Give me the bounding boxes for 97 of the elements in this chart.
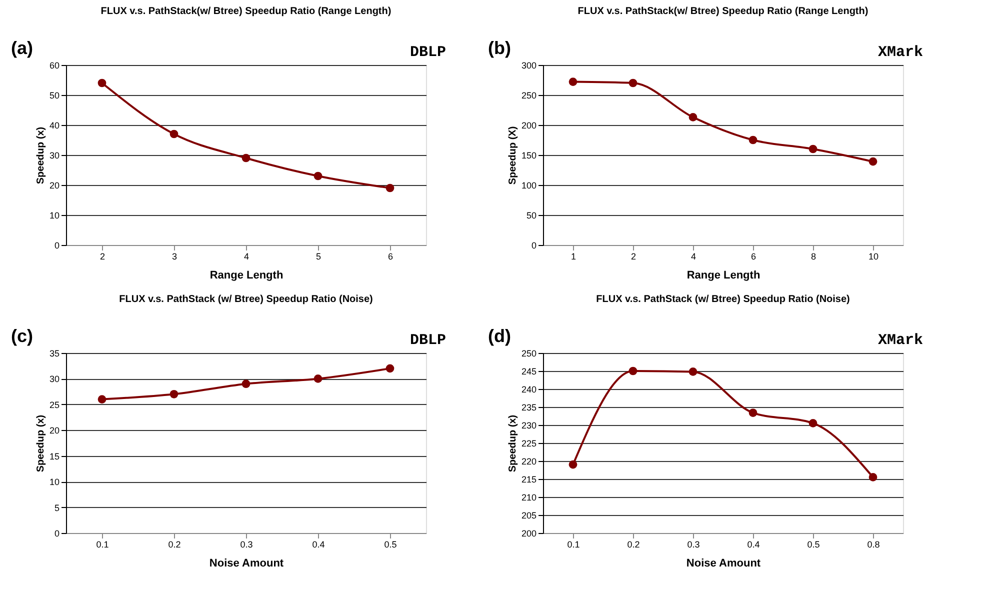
y-tick-label: 230: [521, 420, 536, 430]
point: [748, 136, 758, 144]
x-tick-label: 0.1: [96, 540, 109, 550]
y-tick-label: 200: [521, 120, 536, 130]
y-tick-label: 50: [49, 90, 60, 100]
y-tick-label: 240: [521, 384, 536, 394]
y-tick-label: 215: [521, 474, 536, 484]
x-tick-label: 0.2: [627, 540, 640, 550]
y-tick-label: 50: [526, 210, 536, 220]
point: [314, 172, 322, 180]
y-tick-label: 245: [521, 366, 536, 376]
text: DBLP: [410, 44, 446, 61]
point: [98, 395, 106, 404]
point: [808, 144, 818, 154]
point: [868, 473, 878, 482]
x-tick-label: 0.8: [867, 540, 880, 550]
y-tick-label: 60: [49, 60, 60, 70]
text: XMark: [878, 44, 923, 61]
point: [386, 184, 394, 192]
point: [688, 368, 698, 376]
text: (b): [488, 38, 511, 58]
y-tick-label: 10: [49, 210, 60, 220]
x-tick-label: 10: [868, 252, 879, 262]
point: [242, 380, 250, 388]
x-tick-label: 1: [570, 252, 576, 262]
x-tick-label: 6: [750, 252, 756, 262]
point: [808, 419, 818, 428]
point: [628, 78, 638, 88]
y-tick-label: 35: [49, 348, 60, 358]
chart-title: FLUX v.s. PathStack (w/ Btree) Speedup Ratio (Noise): [119, 294, 373, 305]
x-tick-label: 8: [810, 252, 816, 262]
x-axis-title: Noise Amount: [209, 558, 284, 570]
x-tick-label: 4: [244, 252, 250, 262]
y-tick-label: 20: [49, 180, 60, 190]
x-tick-label: 6: [388, 252, 394, 262]
point: [170, 390, 178, 398]
y-tick-label: 250: [521, 90, 536, 100]
x-tick-label: 0.4: [312, 540, 325, 550]
point: [568, 460, 578, 469]
x-tick-label: 0.3: [240, 540, 253, 550]
y-tick-label: 20: [49, 426, 60, 436]
chart-title: FLUX v.s. PathStack(w/ Btree) Speedup Ratio (Range Length): [578, 6, 868, 17]
x-tick-label: 2: [100, 252, 106, 262]
y-tick-label: 150: [521, 150, 536, 160]
chart-title: FLUX v.s. PathStack (w/ Btree) Speedup Ratio (Noise): [596, 294, 850, 305]
point: [688, 113, 698, 122]
point: [98, 78, 106, 88]
y-axis-title: Speedup (x): [35, 126, 46, 184]
x-tick-label: 2: [630, 252, 636, 262]
y-tick-label: 15: [49, 451, 60, 462]
x-tick-label: 4: [690, 252, 696, 262]
x-tick-label: 0.5: [807, 540, 820, 550]
y-tick-label: 40: [49, 120, 60, 130]
point: [748, 408, 758, 417]
point: [170, 130, 178, 138]
y-tick-label: 30: [49, 374, 60, 384]
y-tick-label: 100: [521, 180, 536, 190]
y-tick-label: 0: [531, 240, 536, 250]
x-tick-label: 3: [172, 252, 178, 262]
point: [628, 366, 638, 376]
y-tick-label: 225: [521, 438, 536, 448]
x-tick-label: 5: [316, 252, 322, 262]
text: (c): [11, 326, 34, 346]
x-axis-title: Range Length: [210, 270, 284, 282]
chart-title: FLUX v.s. PathStack(w/ Btree) Speedup Ratio (Range Length): [100, 6, 392, 17]
y-axis-title: Speedup (x): [35, 414, 46, 472]
x-axis-title: Range Length: [686, 270, 760, 282]
y-tick-label: 210: [521, 492, 536, 502]
point: [242, 154, 250, 162]
y-tick-label: 235: [521, 402, 536, 412]
text: (d): [488, 326, 511, 346]
y-tick-label: 205: [521, 510, 536, 520]
y-tick-label: 300: [521, 60, 536, 70]
y-tick-label: 0: [54, 528, 60, 538]
y-tick-label: 30: [49, 150, 60, 160]
y-axis-title: Speedup (x): [507, 414, 518, 472]
y-axis-title: Speedup (X): [507, 126, 518, 185]
y-tick-label: 5: [54, 502, 60, 513]
y-tick-label: 0: [54, 240, 60, 250]
x-tick-label: 0.1: [567, 540, 580, 550]
point: [568, 78, 578, 86]
y-tick-label: 220: [521, 456, 536, 466]
x-tick-label: 0.3: [687, 540, 700, 550]
text: XMark: [878, 332, 923, 349]
y-tick-label: 250: [521, 348, 536, 358]
point: [314, 374, 322, 383]
y-tick-label: 25: [49, 400, 60, 410]
y-tick-label: 200: [521, 528, 536, 538]
y-tick-label: 10: [49, 477, 60, 488]
x-tick-label: 0.5: [384, 540, 397, 550]
point: [386, 364, 394, 373]
x-axis-title: Noise Amount: [686, 558, 761, 570]
x-tick-label: 0.4: [747, 540, 760, 550]
x-tick-label: 0.2: [168, 540, 181, 550]
point: [868, 157, 878, 166]
text: (a): [11, 38, 34, 58]
text: DBLP: [410, 332, 446, 349]
